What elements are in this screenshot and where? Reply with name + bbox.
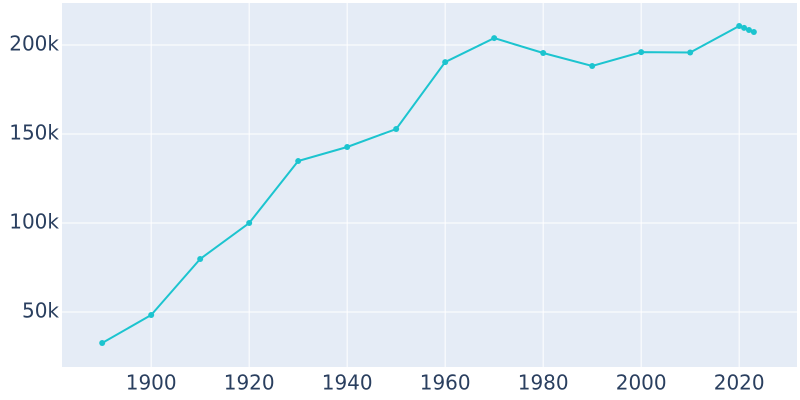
x-tick-label: 1980 (518, 371, 569, 395)
y-tick-label: 100k (9, 210, 59, 234)
data-point (736, 22, 743, 29)
data-point (393, 126, 400, 133)
data-point (491, 35, 498, 42)
data-point (99, 339, 106, 346)
data-point (197, 255, 204, 262)
data-point (540, 50, 547, 57)
data-point (638, 49, 645, 56)
data-point (745, 27, 752, 34)
plot-area (62, 3, 797, 367)
x-tick-label: 1960 (420, 371, 471, 395)
y-tick-label: 150k (9, 121, 59, 145)
x-tick-label: 2000 (616, 371, 667, 395)
data-point (442, 59, 449, 66)
x-tick-label: 1940 (322, 371, 373, 395)
y-tick-label: 200k (9, 32, 59, 56)
x-tick-label: 1900 (126, 371, 177, 395)
data-point (246, 220, 253, 227)
data-point (589, 63, 596, 70)
data-point (750, 29, 757, 36)
x-tick-label: 2020 (714, 371, 765, 395)
data-point (295, 158, 302, 165)
y-tick-label: 50k (22, 298, 59, 322)
data-point (687, 49, 694, 56)
data-point (148, 312, 155, 319)
data-point (344, 143, 351, 150)
data-point (741, 24, 748, 31)
x-tick-label: 1920 (224, 371, 275, 395)
